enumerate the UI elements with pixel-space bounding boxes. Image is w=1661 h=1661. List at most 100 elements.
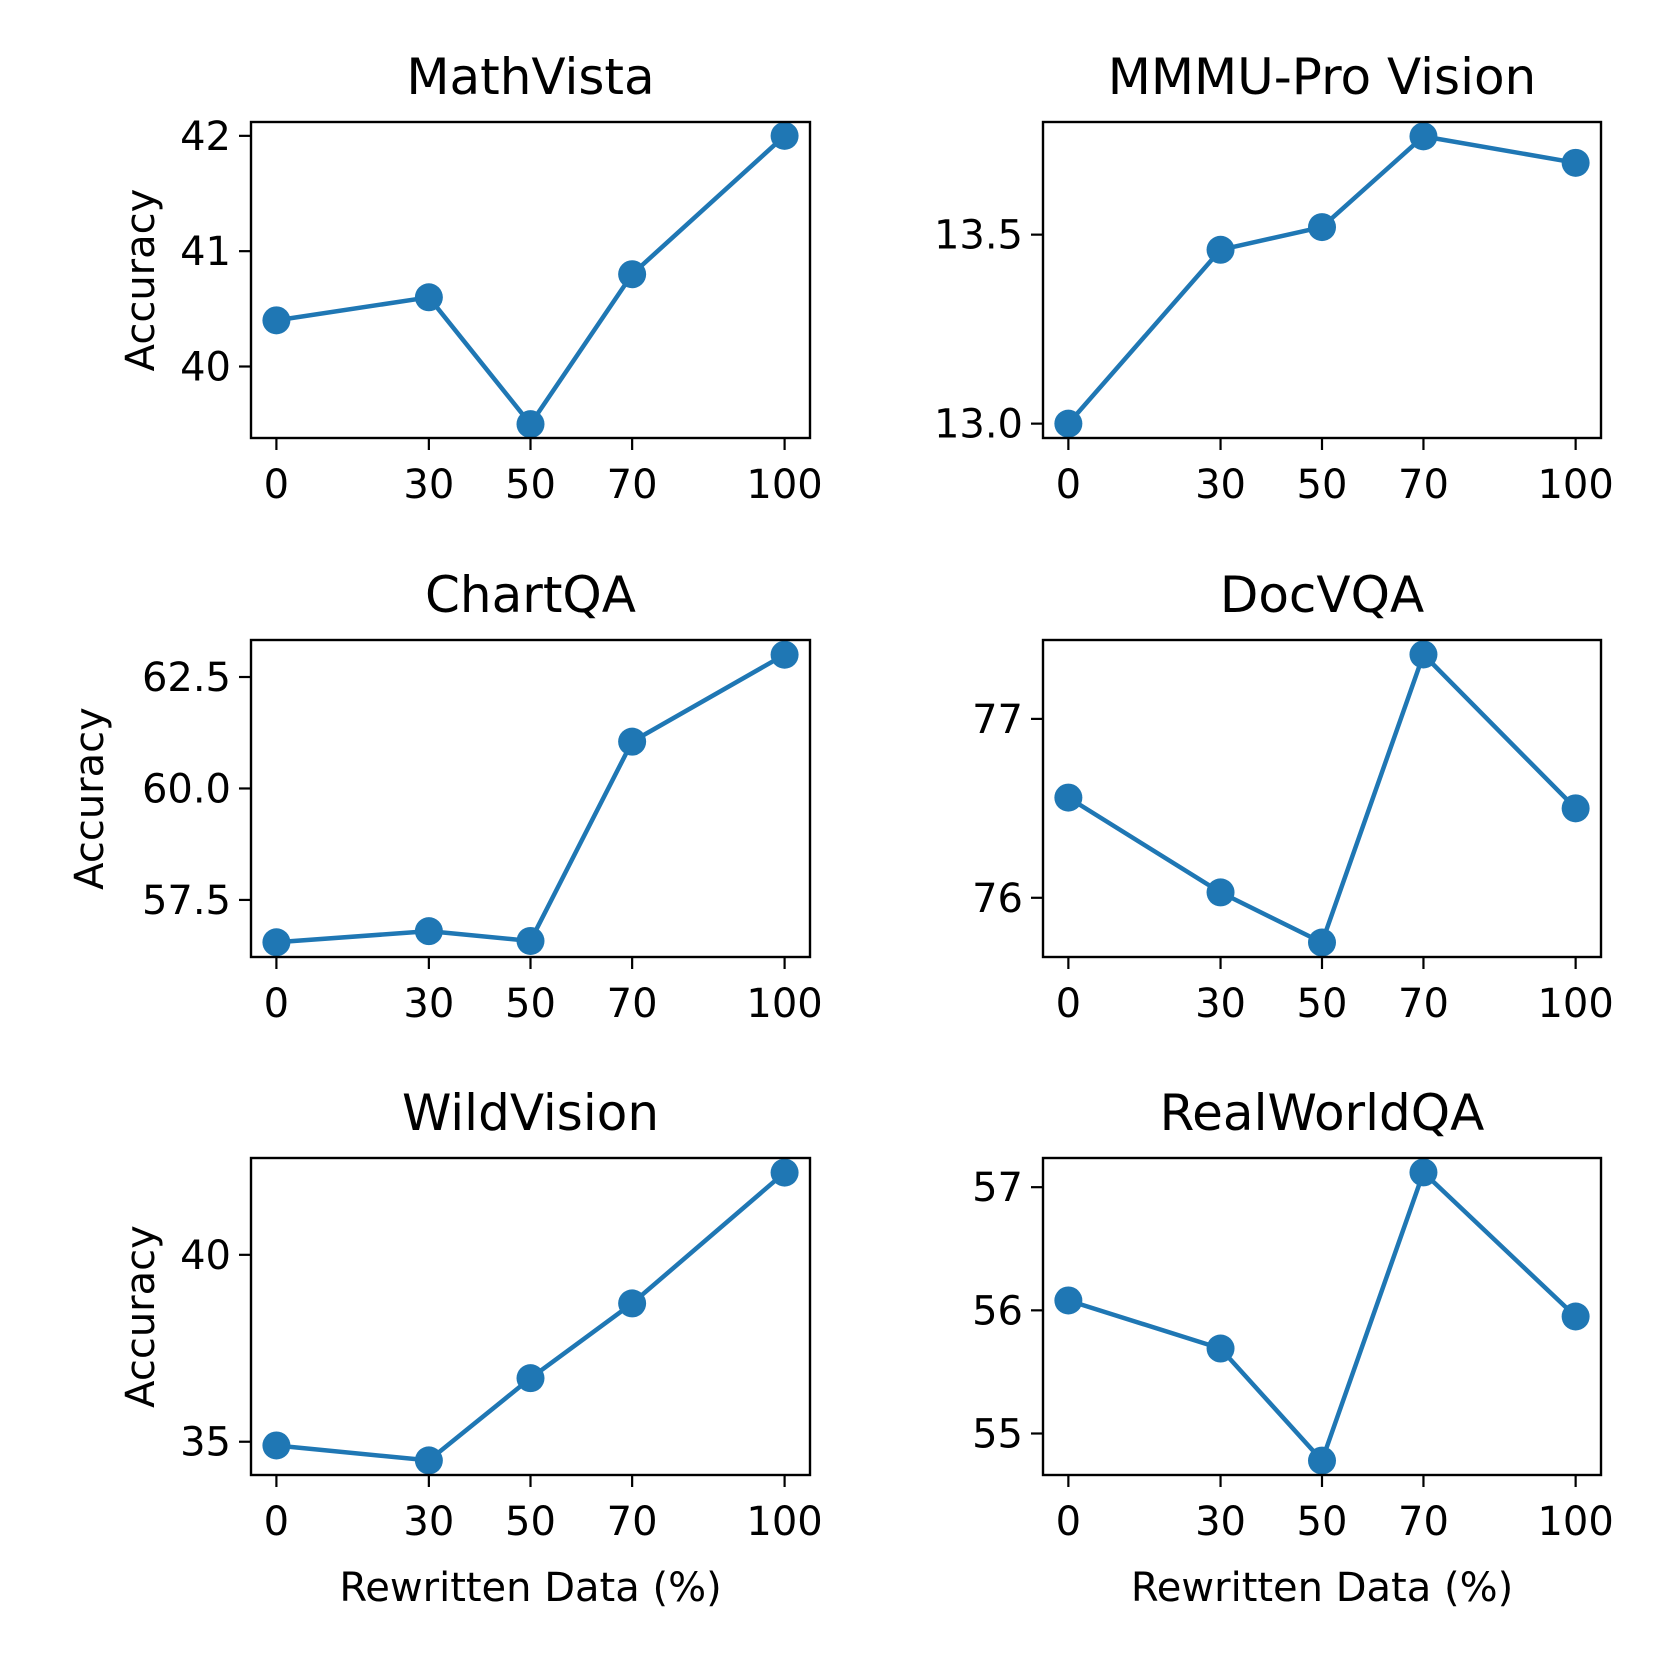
x-tick-label: 100: [1537, 981, 1613, 1027]
x-tick-label: 50: [505, 981, 556, 1027]
series-line: [1067, 1170, 1578, 1463]
y-tick-label: 35: [180, 1420, 231, 1466]
y-tick-label: 55: [972, 1411, 1023, 1457]
panel-realworldqa: RealWorldQA 0 30 50 70 100 55 56 57 Rewritten Dat…: [972, 1084, 1614, 1611]
data-point: [1054, 1286, 1083, 1315]
x-tick-label: 30: [1195, 981, 1246, 1027]
x-tick-label: 50: [505, 462, 556, 508]
data-point: [414, 917, 443, 946]
panel-docvqa: DocVQA 0 30 50 70 100 76 77: [972, 566, 1614, 1027]
x-tick-label: 30: [403, 462, 454, 508]
x-tick-label: 0: [1056, 1499, 1081, 1545]
x-tick-label: 100: [746, 462, 822, 508]
x-axis-label: Rewritten Data (%): [339, 1565, 721, 1611]
x-tick-label: 100: [746, 1499, 822, 1545]
data-point: [1561, 1302, 1590, 1331]
x-tick-label: 50: [1297, 1499, 1348, 1545]
data-point: [1054, 409, 1083, 438]
data-point: [414, 1446, 443, 1475]
x-tick-label: 30: [1195, 462, 1246, 508]
y-tick-label: 41: [180, 229, 231, 275]
y-axis-label: Accuracy: [118, 1225, 164, 1408]
y-tick-label: 13.0: [934, 402, 1023, 448]
chart-title: ChartQA: [425, 566, 636, 624]
data-point: [770, 121, 799, 150]
series-line: [276, 652, 786, 945]
panel-mathvista: MathVista 0 30 50 70 100 40 41 42 Accuracy: [118, 48, 823, 508]
y-tick-label: 77: [972, 697, 1023, 743]
x-tick-label: 100: [1537, 1499, 1613, 1545]
plot-frame: [249, 1156, 812, 1477]
chart-title: WildVision: [402, 1084, 659, 1142]
y-tick-label: 13.5: [934, 213, 1023, 259]
x-tick-label: 70: [1398, 1499, 1449, 1545]
data-point: [414, 283, 443, 312]
y-tick-label: 40: [180, 344, 231, 390]
x-tick-label: 50: [1297, 981, 1348, 1027]
y-tick-label: 57.5: [142, 878, 231, 924]
plot-frame: [1041, 120, 1603, 440]
data-point: [516, 926, 545, 955]
chart-title: MMMU-Pro Vision: [1108, 48, 1537, 106]
y-tick-label: 40: [180, 1233, 231, 1279]
x-tick-label: 70: [607, 981, 658, 1027]
chart-title: MathVista: [406, 48, 654, 106]
data-point: [1206, 1334, 1235, 1363]
data-point: [1206, 235, 1235, 264]
x-axis-label: Rewritten Data (%): [1131, 1565, 1513, 1611]
plot-frame: [1041, 1156, 1603, 1477]
plot-frame: [249, 120, 812, 440]
y-tick-label: 57: [972, 1165, 1023, 1211]
x-tick-label: 70: [1398, 981, 1449, 1027]
x-tick-label: 50: [1297, 462, 1348, 508]
data-point: [1409, 640, 1438, 669]
data-point: [262, 928, 291, 957]
panel-mmmu-pro-vision: MMMU-Pro Vision 0 30 50 70 100 13.0 13.5: [934, 48, 1614, 508]
chart-title: DocVQA: [1220, 566, 1424, 624]
data-point: [1308, 928, 1336, 957]
x-tick-label: 0: [1056, 462, 1081, 508]
x-tick-label: 0: [1056, 981, 1081, 1027]
plot-frame: [249, 638, 812, 959]
data-point: [770, 1158, 799, 1187]
x-tick-label: 100: [1537, 462, 1613, 508]
x-tick-label: 70: [607, 462, 658, 508]
data-point: [1308, 213, 1336, 242]
x-tick-label: 70: [1398, 462, 1449, 508]
series-line: [1066, 134, 1577, 426]
y-tick-label: 62.5: [142, 655, 231, 701]
data-point: [618, 727, 647, 756]
data-point: [1561, 794, 1590, 823]
x-tick-label: 0: [264, 981, 289, 1027]
data-point: [1206, 878, 1235, 907]
data-point: [1409, 1158, 1438, 1187]
data-point: [516, 410, 545, 439]
data-point: [262, 1431, 291, 1460]
chart-title: RealWorldQA: [1160, 1084, 1485, 1142]
y-tick-label: 60.0: [142, 766, 231, 812]
series-line: [276, 1170, 787, 1463]
data-point: [1409, 122, 1438, 151]
data-point: [618, 1289, 647, 1318]
data-point: [1308, 1446, 1336, 1475]
data-point: [1054, 783, 1083, 812]
plot-frame: [1041, 638, 1603, 959]
panel-chartqa: ChartQA 0 30 50 70 100 57.5 60.0 62.5 Accuracy: [67, 566, 823, 1027]
x-tick-label: 0: [264, 462, 289, 508]
series-line: [276, 134, 787, 427]
data-point: [262, 306, 291, 335]
data-point: [618, 260, 647, 289]
data-point: [516, 1364, 545, 1393]
x-tick-label: 100: [746, 981, 822, 1027]
series-line: [1067, 652, 1578, 945]
x-tick-label: 0: [264, 1499, 289, 1545]
y-tick-label: 76: [972, 876, 1023, 922]
x-tick-label: 30: [403, 981, 454, 1027]
data-point: [1561, 148, 1590, 177]
y-tick-label: 56: [972, 1288, 1023, 1334]
x-tick-label: 50: [505, 1499, 556, 1545]
y-tick-label: 42: [180, 114, 231, 160]
y-axis-label: Accuracy: [118, 189, 164, 372]
x-tick-label: 30: [403, 1499, 454, 1545]
